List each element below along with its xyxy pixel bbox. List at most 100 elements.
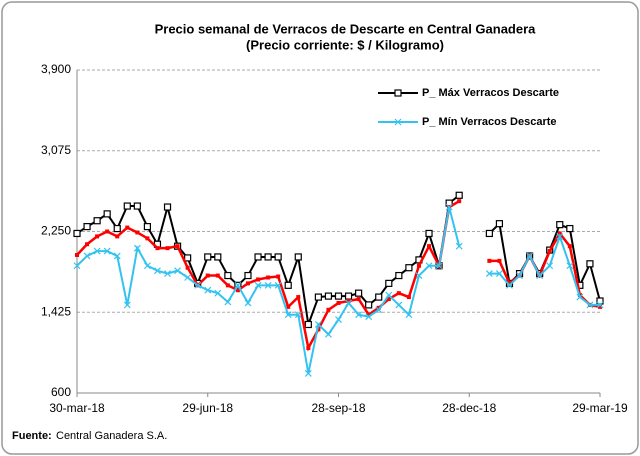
legend-label: P_ Mín Verracos Descarte [422, 116, 557, 128]
marker [586, 301, 594, 309]
marker [366, 312, 371, 317]
marker [556, 232, 564, 240]
marker [385, 279, 393, 287]
marker [175, 244, 180, 249]
marker [516, 272, 523, 279]
marker [416, 263, 421, 268]
x-tick-label: 28-sep-18 [311, 401, 365, 415]
marker [194, 281, 202, 289]
marker [314, 293, 322, 301]
y-tick-label: 2,250 [41, 224, 71, 238]
marker [284, 281, 292, 289]
marker [125, 225, 130, 230]
marker [386, 297, 391, 302]
marker [244, 299, 252, 307]
marker [113, 252, 121, 260]
marker [155, 246, 160, 251]
marker [355, 289, 363, 297]
marker [355, 311, 363, 319]
marker [536, 272, 544, 279]
marker [335, 316, 342, 324]
marker [457, 199, 462, 204]
marker [304, 320, 312, 329]
marker [415, 272, 423, 279]
chart-subtitle: (Precio corriente: $ / Kilogramo) [246, 37, 444, 52]
marker [83, 223, 91, 231]
marker [455, 242, 463, 250]
marker [143, 262, 151, 270]
marker [344, 292, 353, 300]
marker [133, 244, 141, 252]
source-label: Fuente: [12, 430, 52, 442]
marker [143, 223, 152, 231]
marker [284, 311, 292, 319]
marker [507, 281, 512, 286]
x-tick-label: 28-dec-18 [442, 401, 496, 415]
marker [103, 210, 111, 218]
marker [294, 311, 302, 319]
marker [93, 247, 101, 255]
marker [365, 313, 373, 321]
marker [546, 262, 554, 270]
marker [556, 221, 564, 229]
marker [145, 236, 150, 241]
marker [103, 247, 111, 255]
marker [445, 203, 453, 211]
marker [395, 301, 403, 309]
marker [485, 229, 493, 238]
marker [394, 118, 402, 126]
marker [254, 253, 262, 261]
marker [506, 281, 513, 289]
marker [224, 271, 232, 280]
marker [375, 293, 383, 301]
y-tick-label: 600 [51, 385, 71, 399]
marker [425, 262, 433, 270]
marker [165, 246, 170, 251]
marker [487, 258, 492, 263]
marker [427, 244, 432, 249]
marker [225, 283, 230, 288]
marker [385, 291, 393, 299]
y-tick-label: 3,075 [41, 143, 71, 157]
marker [184, 254, 192, 262]
marker [365, 301, 373, 309]
marker [244, 271, 252, 280]
marker [405, 311, 413, 319]
marker [425, 229, 433, 238]
marker [256, 277, 261, 282]
marker [204, 286, 212, 294]
marker [375, 306, 383, 314]
marker [266, 275, 271, 280]
marker [314, 321, 322, 328]
marker [274, 253, 282, 261]
marker [346, 298, 351, 303]
marker [405, 264, 413, 272]
marker [163, 203, 172, 211]
marker [396, 291, 401, 296]
x-tick-label: 30-mar-18 [49, 401, 105, 415]
marker [455, 191, 463, 199]
x-tick-label: 29-jun-18 [182, 401, 233, 415]
marker [204, 253, 212, 261]
marker [547, 249, 552, 254]
marker [395, 271, 403, 280]
marker [123, 301, 131, 309]
source: Central Ganadera S.A. [56, 430, 167, 442]
marker [83, 252, 91, 260]
marker [113, 224, 121, 233]
marker [306, 345, 311, 350]
marker [235, 288, 240, 293]
marker [324, 292, 333, 300]
marker [304, 369, 312, 377]
chart-title: Precio semanal de Verracos de Descarte e… [155, 21, 537, 36]
marker [586, 260, 594, 268]
legend-label: P_ Máx Verracos Descarte [422, 87, 559, 99]
marker [598, 304, 602, 309]
marker [356, 297, 361, 302]
marker [184, 274, 192, 281]
marker [526, 252, 534, 260]
marker [495, 270, 503, 278]
marker [164, 270, 171, 278]
marker [286, 304, 291, 309]
marker [73, 262, 81, 270]
